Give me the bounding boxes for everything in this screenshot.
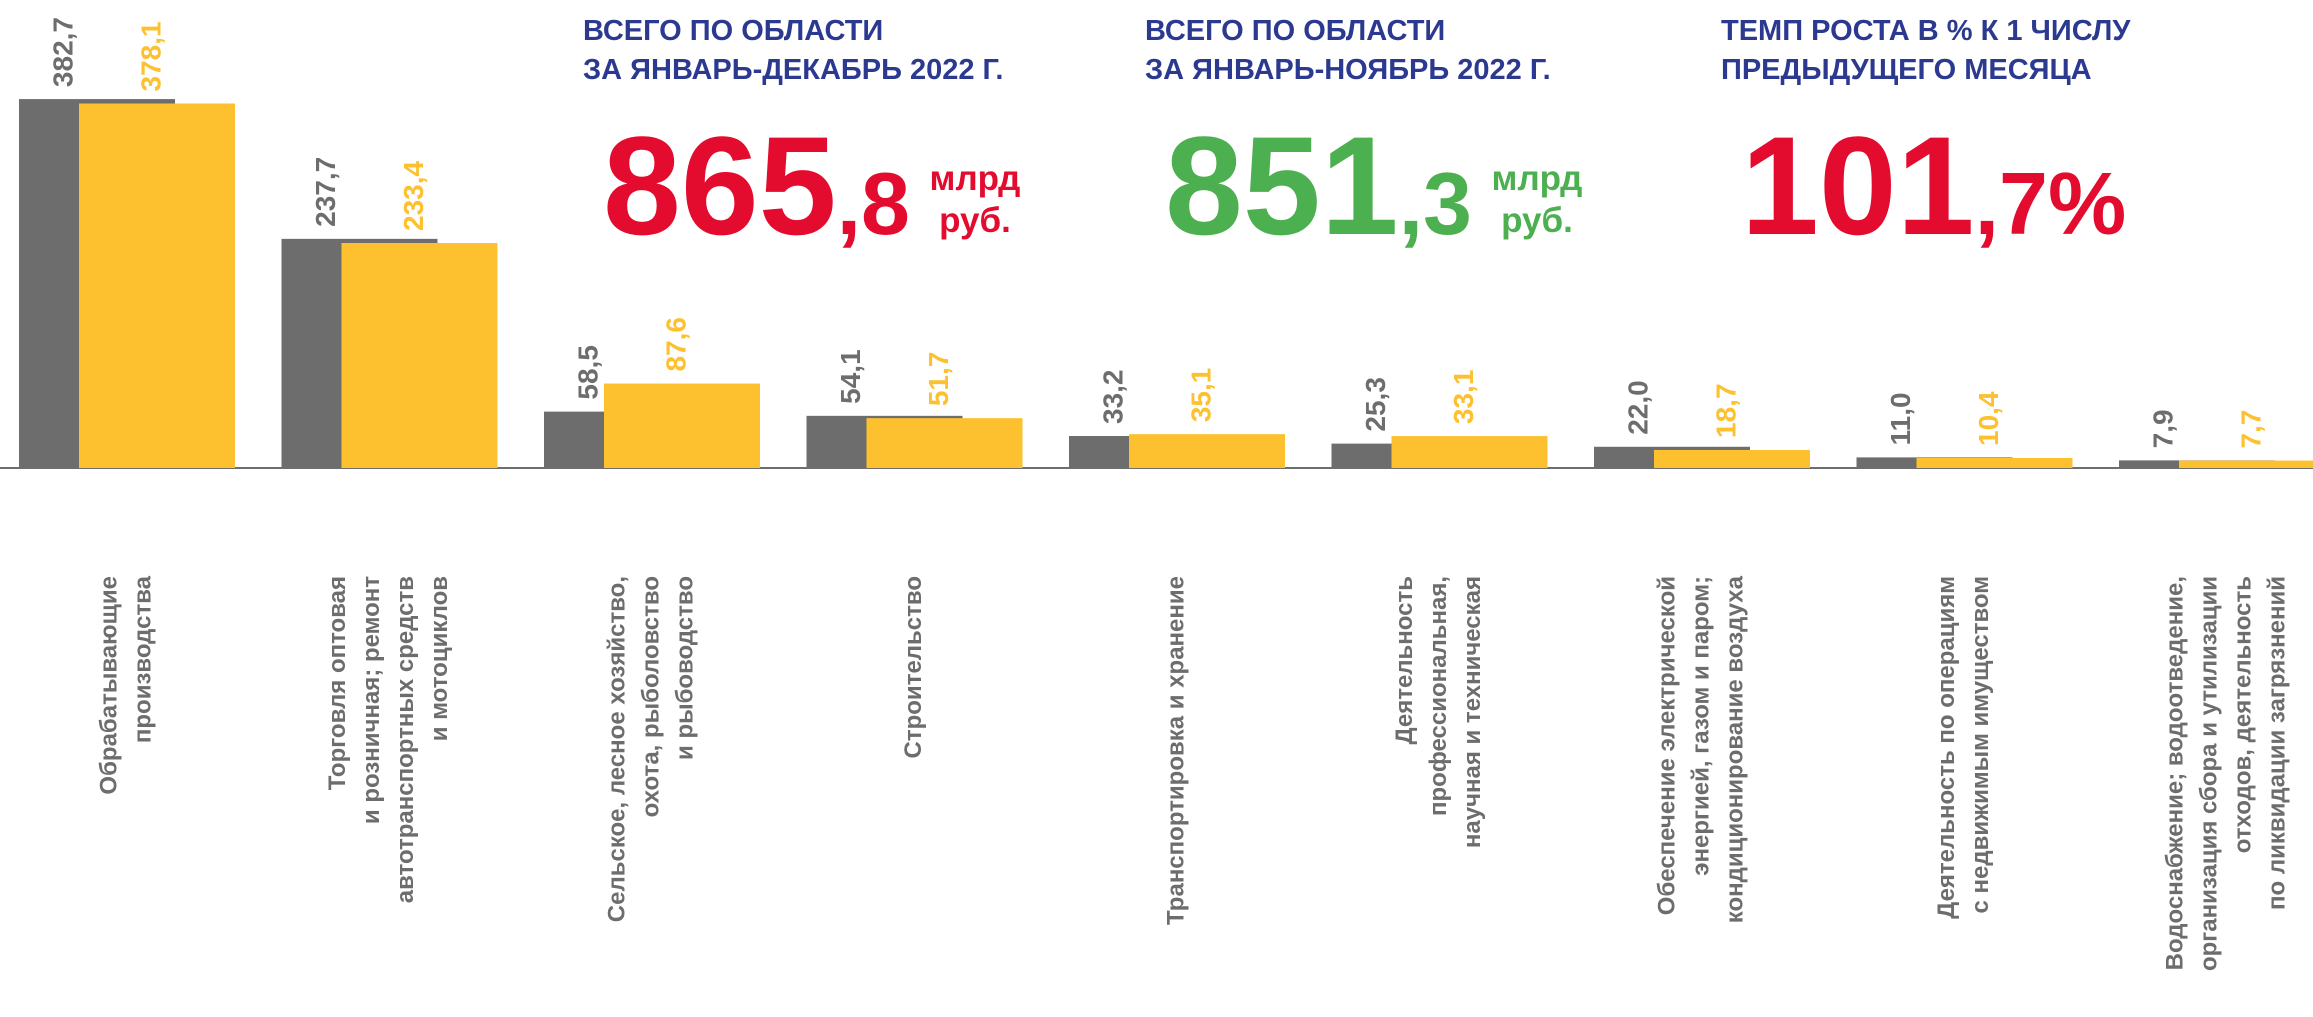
- category-label: кондиционирование воздуха: [1721, 575, 1748, 923]
- category-label: отходов, деятельность: [2229, 576, 2256, 853]
- kpi-title: ПРЕДЫДУЩЕГО МЕСЯЦА: [1721, 54, 2092, 86]
- kpi-value: 865,8: [603, 107, 910, 264]
- kpi-fraction: ,7%: [1975, 154, 2127, 253]
- category-label: Строительство: [900, 576, 927, 758]
- value-label: 7,7: [2235, 410, 2266, 449]
- bar: [1129, 434, 1285, 468]
- kpi-unit: млрд: [1492, 159, 1583, 198]
- kpi-fraction: ,8: [837, 154, 910, 253]
- category-label: Деятельность по операциям: [1933, 576, 1960, 919]
- value-label: 378,1: [135, 21, 166, 91]
- kpi-integer: 865: [603, 107, 837, 264]
- category-label: энергией, газом и паром;: [1687, 576, 1714, 876]
- chart: 382,7 378,1 Обрабатывающие производства 237,…: [0, 0, 2313, 1017]
- value-label: 33,1: [1448, 370, 1479, 425]
- kpi-fraction: ,3: [1399, 154, 1472, 253]
- category-label: производства: [129, 575, 156, 743]
- value-label: 22,0: [1622, 380, 1653, 435]
- kpi-title: ТЕМП РОСТА В % К 1 ЧИСЛУ: [1721, 15, 2131, 47]
- value-label: 25,3: [1360, 377, 1391, 432]
- category-label: автотранспортных средств: [392, 576, 419, 903]
- value-label: 35,1: [1185, 368, 1216, 423]
- kpi-title: ВСЕГО ПО ОБЛАСТИ: [583, 15, 883, 47]
- category-label: Торговля оптовая: [324, 576, 351, 790]
- category-label: охота, рыболовство: [637, 576, 664, 817]
- category-label: Деятельность: [1391, 576, 1418, 745]
- value-label: 18,7: [1710, 383, 1741, 438]
- bar: [342, 243, 498, 468]
- category-label: Обрабатывающие: [95, 576, 122, 795]
- kpi-title: ВСЕГО ПО ОБЛАСТИ: [1145, 15, 1445, 47]
- category-label: и розничная; ремонт: [358, 576, 385, 824]
- kpi-value: 101,7%: [1741, 107, 2126, 264]
- value-label: 54,1: [835, 349, 866, 404]
- category-label: профессиональная,: [1425, 576, 1452, 816]
- category-label: Транспортировка и хранение: [1162, 576, 1189, 925]
- bar: [2179, 461, 2313, 468]
- kpi-integer: 851: [1165, 107, 1399, 264]
- category-label: Водоснабжение; водоотведение,: [2161, 576, 2188, 970]
- value-label: 237,7: [310, 157, 341, 227]
- bar: [604, 384, 760, 468]
- category-label: с недвижимым имуществом: [1967, 576, 1994, 914]
- bar: [1392, 436, 1548, 468]
- kpi-title: ЗА ЯНВАРЬ-НОЯБРЬ 2022 Г.: [1145, 54, 1551, 86]
- bar: [867, 418, 1023, 468]
- value-label: 51,7: [923, 352, 954, 407]
- category-label: Обеспечение электрической: [1653, 576, 1680, 915]
- value-label: 7,9: [2147, 409, 2178, 448]
- value-label: 11,0: [1885, 392, 1916, 445]
- kpi-integer: 101: [1741, 107, 1975, 264]
- kpi-title: ЗА ЯНВАРЬ-ДЕКАБРЬ 2022 Г.: [583, 54, 1003, 86]
- kpi-unit: руб.: [1501, 201, 1573, 240]
- category-label: Сельское, лесное хозяйство,: [603, 576, 630, 922]
- value-label: 33,2: [1097, 369, 1128, 424]
- category-label: по ликвидации загрязнений: [2263, 576, 2290, 910]
- category-label: и рыбоводство: [671, 576, 698, 760]
- bar: [1917, 458, 2073, 468]
- category-label: организация сбора и утилизации: [2195, 576, 2222, 971]
- kpi-unit: млрд: [930, 159, 1021, 198]
- value-label: 10,4: [1973, 391, 2004, 446]
- value-label: 87,6: [660, 317, 691, 372]
- bar: [1654, 450, 1810, 468]
- value-label: 382,7: [47, 17, 78, 87]
- kpi-value: 851,3: [1165, 107, 1472, 264]
- bar: [79, 104, 235, 468]
- value-label: 233,4: [398, 161, 429, 231]
- category-label: научная и техническая: [1459, 576, 1486, 848]
- kpi-unit: руб.: [939, 201, 1011, 240]
- value-label: 58,5: [572, 345, 603, 400]
- category-label: и мотоциклов: [426, 576, 453, 741]
